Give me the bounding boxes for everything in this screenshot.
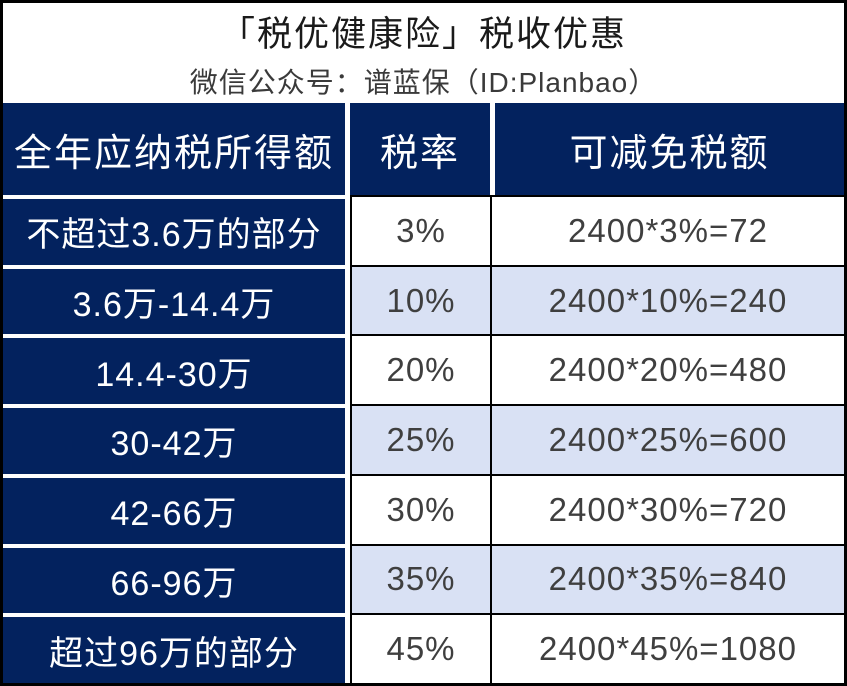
title-block: 「税优健康险」税收优惠 微信公众号：谱蓝保（ID:Planbao）: [3, 3, 844, 103]
tax-table: 全年应纳税所得额 税率 可减免税额 不超过3.6万的部分 3% 2400*3%=…: [3, 103, 844, 683]
table-row-deduction: 2400*30%=720: [490, 473, 844, 544]
table-row-deduction: 2400*3%=72: [490, 195, 844, 265]
table-row-deduction: 2400*20%=480: [490, 334, 844, 405]
table-row-deduction: 2400*35%=840: [490, 543, 844, 614]
header-cell-taxable-income: 全年应纳税所得额: [3, 103, 350, 195]
table-row-rate: 10%: [350, 264, 490, 335]
wechat-account-subtitle: 微信公众号：谱蓝保（ID:Planbao）: [189, 66, 658, 98]
table-row-rate: 30%: [350, 473, 490, 544]
page-title: 「税优健康险」税收优惠: [219, 14, 627, 54]
table-row-rate: 35%: [350, 543, 490, 614]
table-row-bracket: 42-66万: [3, 473, 350, 544]
table-row-bracket: 14.4-30万: [3, 334, 350, 405]
table-row-bracket: 超过96万的部分: [3, 613, 350, 683]
table-row-rate: 45%: [350, 613, 490, 683]
table-row-deduction: 2400*25%=600: [490, 404, 844, 474]
header-cell-tax-rate: 税率: [350, 103, 490, 195]
table-row-rate: 25%: [350, 404, 490, 474]
header-cell-deduction: 可减免税额: [490, 103, 844, 195]
table-row-bracket: 不超过3.6万的部分: [3, 195, 350, 265]
table-row-rate: 3%: [350, 195, 490, 265]
table-row-bracket: 66-96万: [3, 543, 350, 614]
table-row-bracket: 30-42万: [3, 404, 350, 474]
table-row-rate: 20%: [350, 334, 490, 405]
table-row-deduction: 2400*45%=1080: [490, 613, 844, 683]
table-row-deduction: 2400*10%=240: [490, 264, 844, 335]
table-row-bracket: 3.6万-14.4万: [3, 264, 350, 335]
